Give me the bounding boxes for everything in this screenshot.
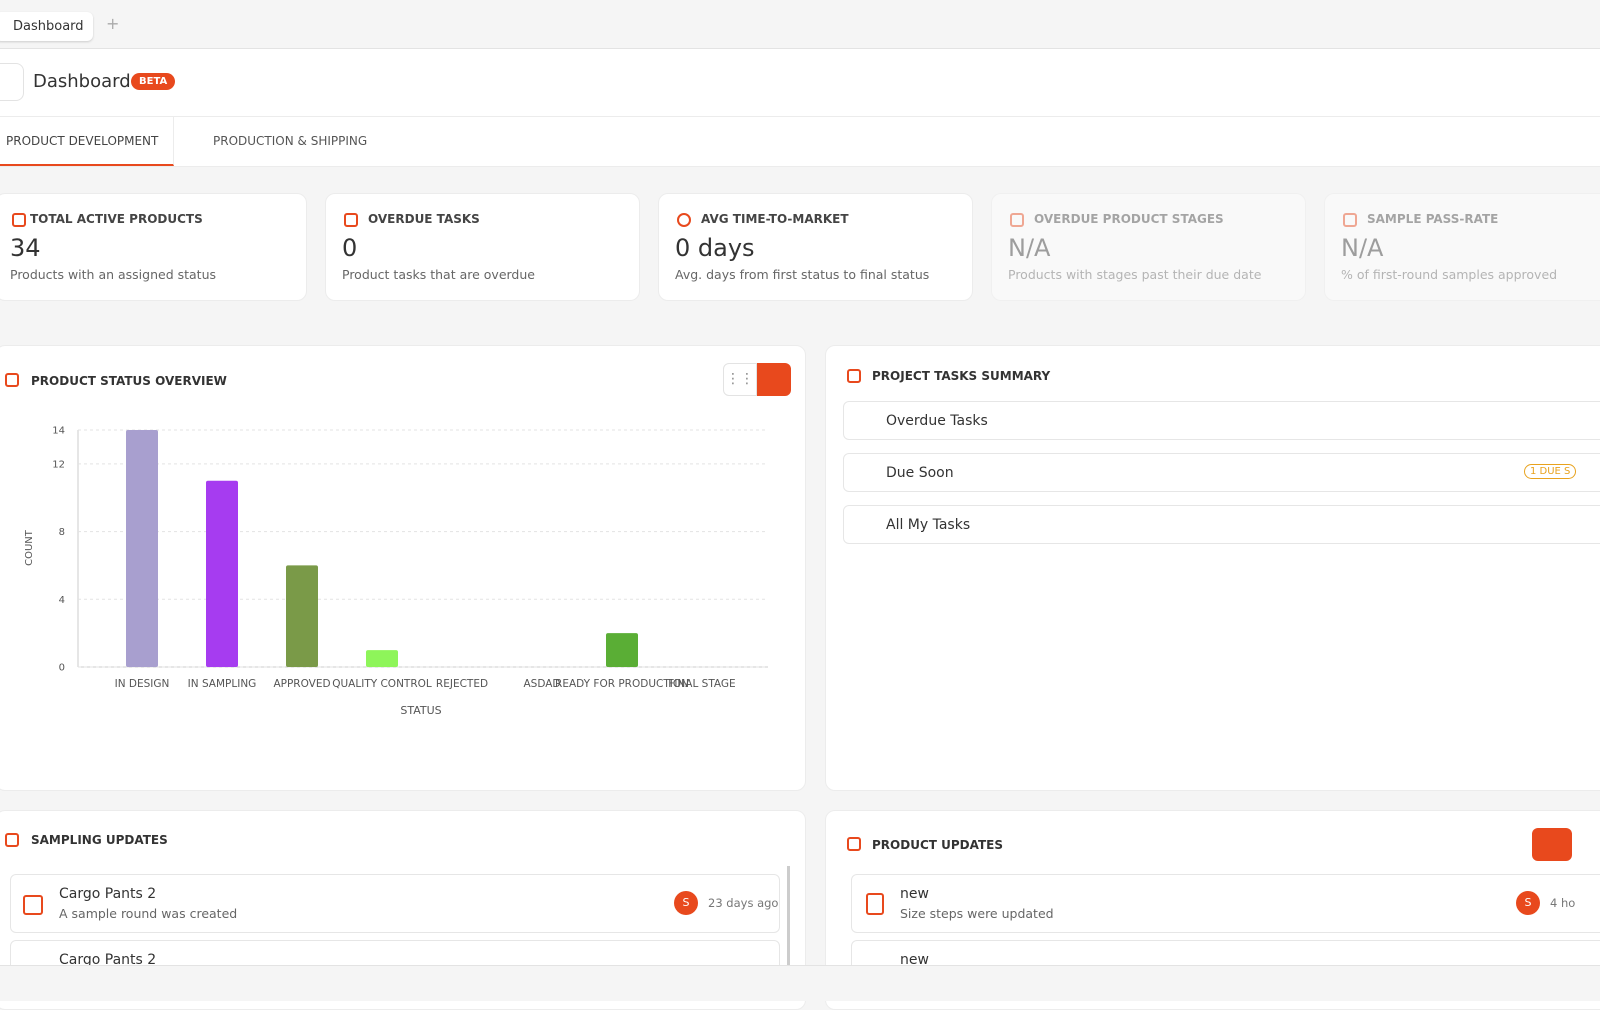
task-row[interactable]: Due Soon 1 DUE S xyxy=(843,453,1600,492)
kpi-label: SAMPLE PASS-RATE xyxy=(1367,212,1499,226)
kpi-label: AVG TIME-TO-MARKET xyxy=(701,212,849,226)
browser-tab[interactable]: Dashboard xyxy=(0,12,93,41)
kpi-caption: Avg. days from first status to final sta… xyxy=(675,267,930,282)
new-tab[interactable]: + xyxy=(106,14,120,33)
x-tick-label: ASDAD xyxy=(523,678,560,690)
task-row[interactable]: All My Tasks xyxy=(843,505,1600,544)
scrollbar[interactable] xyxy=(787,866,790,976)
bar xyxy=(126,430,158,667)
header: Dashboard BETA xyxy=(0,49,1600,117)
header-icon xyxy=(0,63,24,101)
kpi-label: OVERDUE TASKS xyxy=(368,212,480,226)
x-axis-title: STATUS xyxy=(400,704,441,717)
update-name: Cargo Pants 2 xyxy=(59,952,157,968)
bar xyxy=(206,480,238,667)
nav-tab-label: PRODUCT DEVELOPMENT xyxy=(6,134,159,148)
update-name: Cargo Pants 2 xyxy=(59,886,157,902)
x-tick-label: FINAL STAGE xyxy=(668,678,735,690)
x-tick-label: READY FOR PRODUCTION xyxy=(555,678,689,690)
update-time: 23 days ago xyxy=(708,896,779,910)
kpi-value: 34 xyxy=(10,234,41,262)
update-description: Size steps were updated xyxy=(900,906,1054,921)
update-name: new xyxy=(900,886,929,902)
kpi-value: 0 xyxy=(342,234,358,262)
kpi-value: N/A xyxy=(1008,234,1051,262)
x-tick-label: REJECTED xyxy=(436,678,488,690)
grid-view-button[interactable]: ⋮⋮ xyxy=(723,363,757,396)
task-label: Overdue Tasks xyxy=(886,413,988,429)
list-view-button[interactable] xyxy=(1532,828,1572,861)
kpi-card: OVERDUE TASKS 0 Product tasks that are o… xyxy=(325,193,640,301)
panel-title: PRODUCT STATUS OVERVIEW xyxy=(31,374,227,388)
task-label: All My Tasks xyxy=(886,517,971,533)
bar xyxy=(366,650,398,667)
x-tick-label: APPROVED xyxy=(273,678,330,690)
y-tick-label: 0 xyxy=(59,663,65,674)
kpi-label: OVERDUE PRODUCT STAGES xyxy=(1034,212,1224,226)
nav-tab-active[interactable]: PRODUCT DEVELOPMENT xyxy=(0,117,174,166)
kpi-caption: Products with an assigned status xyxy=(10,267,217,282)
y-tick-label: 4 xyxy=(59,595,65,606)
y-axis-title: COUNT xyxy=(24,529,35,566)
bar xyxy=(286,565,318,667)
kpi-card: SAMPLE PASS-RATE N/A % of first-round sa… xyxy=(1324,193,1600,301)
tab-bar: Dashboard + xyxy=(0,0,1600,49)
y-tick-label: 12 xyxy=(52,459,65,470)
footer-bar xyxy=(0,965,1600,1001)
kpi-value: 0 days xyxy=(675,234,755,262)
kpi-caption: Products with stages past their due date xyxy=(1008,267,1262,282)
kpi-label: TOTAL ACTIVE PRODUCTS xyxy=(30,212,203,226)
beta-badge: BETA xyxy=(131,73,176,90)
tab-label: Dashboard xyxy=(13,19,84,34)
update-description: A sample round was created xyxy=(59,906,238,921)
panel-title: SAMPLING UPDATES xyxy=(31,833,168,847)
chart-view-button[interactable] xyxy=(757,363,791,396)
tasks-panel: PROJECT TASKS SUMMARY Overdue Tasks Due … xyxy=(825,345,1600,791)
chart: STATUS COUNT 0 4 8 12 14 IN DESIGN IN SAMPLING… xyxy=(24,426,768,717)
nav-tabs: PRODUCT DEVELOPMENT PRODUCTION & SHIPPIN… xyxy=(0,117,1600,167)
y-tick-label: 8 xyxy=(59,527,65,538)
kpi-caption: Product tasks that are overdue xyxy=(342,267,535,282)
update-time: 4 ho xyxy=(1550,896,1576,910)
kpi-card: OVERDUE PRODUCT STAGES N/A Products with… xyxy=(991,193,1306,301)
nav-tab[interactable]: PRODUCTION & SHIPPING xyxy=(190,117,380,164)
kpi-caption: % of first-round samples approved xyxy=(1341,267,1558,282)
update-name: new xyxy=(900,952,929,968)
panel-title: PROJECT TASKS SUMMARY xyxy=(872,369,1051,383)
page-title: Dashboard xyxy=(33,71,131,92)
avatar: S xyxy=(674,891,698,915)
task-row[interactable]: Overdue Tasks xyxy=(843,401,1600,440)
y-tick-label: 14 xyxy=(52,426,65,437)
update-row[interactable]: new Size steps were updated S 4 ho xyxy=(851,874,1600,933)
avatar: S xyxy=(1516,891,1540,915)
due-badge: 1 DUE S xyxy=(1524,464,1577,479)
kpi-card: AVG TIME-TO-MARKET 0 days Avg. days from… xyxy=(658,193,973,301)
x-tick-label: IN SAMPLING xyxy=(188,678,257,690)
panel-title: PRODUCT UPDATES xyxy=(872,838,1003,852)
task-label: Due Soon xyxy=(886,465,954,481)
x-tick-label: IN DESIGN xyxy=(115,678,170,690)
kpi-value: N/A xyxy=(1341,234,1384,262)
update-row[interactable]: Cargo Pants 2 A sample round was created… xyxy=(10,874,780,933)
bar xyxy=(606,633,638,667)
kpi-card: TOTAL ACTIVE PRODUCTS 34 Products with a… xyxy=(0,193,307,301)
x-tick-label: QUALITY CONTROL xyxy=(332,678,432,690)
nav-tab-label: PRODUCTION & SHIPPING xyxy=(213,134,368,148)
